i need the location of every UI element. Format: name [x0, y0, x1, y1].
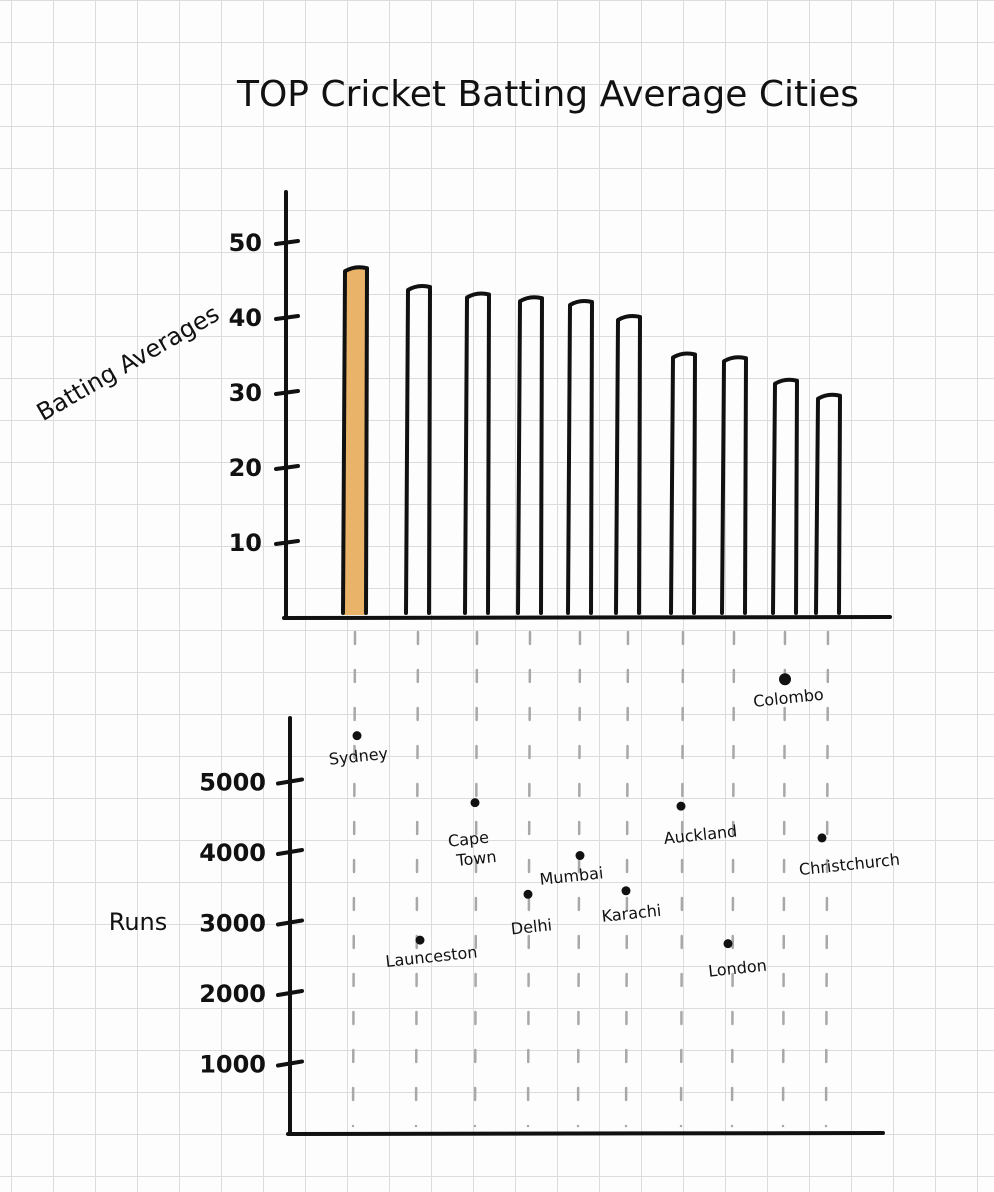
- scatter-y-tick-label: 5000: [199, 769, 266, 797]
- bar-y-tick-label: 40: [229, 304, 262, 332]
- point-label-colombo: Colombo: [752, 685, 824, 711]
- scatter-y-tick-label: 1000: [199, 1051, 266, 1079]
- point-label-cape-town: CapeTown: [447, 827, 497, 871]
- scatter-y-tick: [276, 989, 304, 997]
- point-label-mumbai: Mumbai: [539, 863, 605, 889]
- guide-line: [730, 630, 736, 1128]
- scatter-x-axis: [286, 1131, 885, 1136]
- bar-y-tick-label: 20: [229, 454, 262, 482]
- scatter-y-ticks: 1000 2000 3000 4000 5000: [199, 769, 304, 1079]
- point-label-london: London: [707, 956, 767, 981]
- bar-y-tick-label: 50: [229, 229, 262, 257]
- point-auckland: [676, 801, 686, 811]
- bar-sydney: [341, 265, 369, 615]
- bars: [341, 265, 842, 615]
- bar-x-axis: [282, 615, 892, 620]
- point-label-auckland: Auckland: [663, 821, 738, 848]
- bar-y-tick: [274, 239, 300, 246]
- bar-sydney-fill: [344, 268, 367, 615]
- guide-line: [824, 630, 830, 1128]
- point-karachi: [621, 886, 631, 896]
- bar-y-ticks: 10 20 30 40 50: [229, 229, 300, 557]
- bar-y-tick: [274, 314, 300, 321]
- scatter-y-tick: [276, 777, 304, 786]
- point-london: [723, 939, 733, 949]
- bar-mumbai: [566, 299, 594, 615]
- bar-launceston: [404, 284, 432, 615]
- bar-y-tick-label: 30: [229, 379, 262, 407]
- point-label-sydney: Sydney: [328, 744, 389, 769]
- scatter-y-axis-label: Runs: [109, 908, 168, 936]
- point-label-karachi: Karachi: [601, 901, 662, 926]
- guide-line: [526, 630, 532, 1128]
- point-launceston: [415, 935, 425, 945]
- scatter-y-tick-label: 4000: [199, 839, 266, 867]
- scatter-points: Sydney Launceston CapeTown Delhi Mumbai Karac…: [328, 673, 901, 981]
- dashed-guides: [351, 630, 830, 1128]
- guide-line: [576, 630, 582, 1128]
- guide-line: [473, 630, 479, 1128]
- bar-y-axis-label: Batting Averages: [32, 299, 224, 426]
- point-delhi: [523, 889, 533, 899]
- bar-auckland: [669, 351, 697, 615]
- scatter-y-tick-label: 3000: [199, 910, 266, 938]
- guide-line: [624, 630, 630, 1128]
- bar-y-tick: [274, 539, 300, 546]
- bar-y-tick: [274, 464, 300, 471]
- point-label-christchurch: Christchurch: [798, 850, 901, 879]
- scatter-y-tick-label: 2000: [199, 980, 266, 1008]
- bar-karachi: [614, 314, 642, 615]
- bar-london: [720, 355, 748, 615]
- point-cape-town: [470, 798, 480, 808]
- scatter-chart: Runs 1000 2000 3000 4000 5000 Sydney Launcest…: [109, 673, 901, 1136]
- guide-line: [351, 630, 357, 1128]
- point-christchurch: [817, 833, 827, 843]
- bar-christchurch: [814, 392, 842, 615]
- scatter-y-tick: [276, 918, 304, 927]
- chart-title: TOP Cricket Batting Average Cities: [236, 74, 859, 115]
- scatter-y-tick: [276, 1059, 304, 1068]
- guide-line: [781, 630, 787, 1128]
- bar-delhi: [516, 295, 544, 615]
- bar-y-tick-label: 10: [229, 529, 262, 557]
- bar-cape-town: [463, 291, 491, 615]
- scatter-y-tick: [276, 848, 304, 856]
- point-sydney: [352, 731, 362, 741]
- bar-chart: Batting Averages 10 20 30 40 50: [32, 190, 892, 620]
- point-colombo: [779, 673, 791, 686]
- point-label-launceston: Launceston: [385, 942, 479, 971]
- point-label-delhi: Delhi: [510, 915, 553, 938]
- bar-y-tick: [274, 389, 300, 396]
- guide-line: [679, 630, 685, 1128]
- point-mumbai: [575, 851, 585, 861]
- bar-colombo: [771, 377, 799, 615]
- guide-line: [414, 630, 420, 1128]
